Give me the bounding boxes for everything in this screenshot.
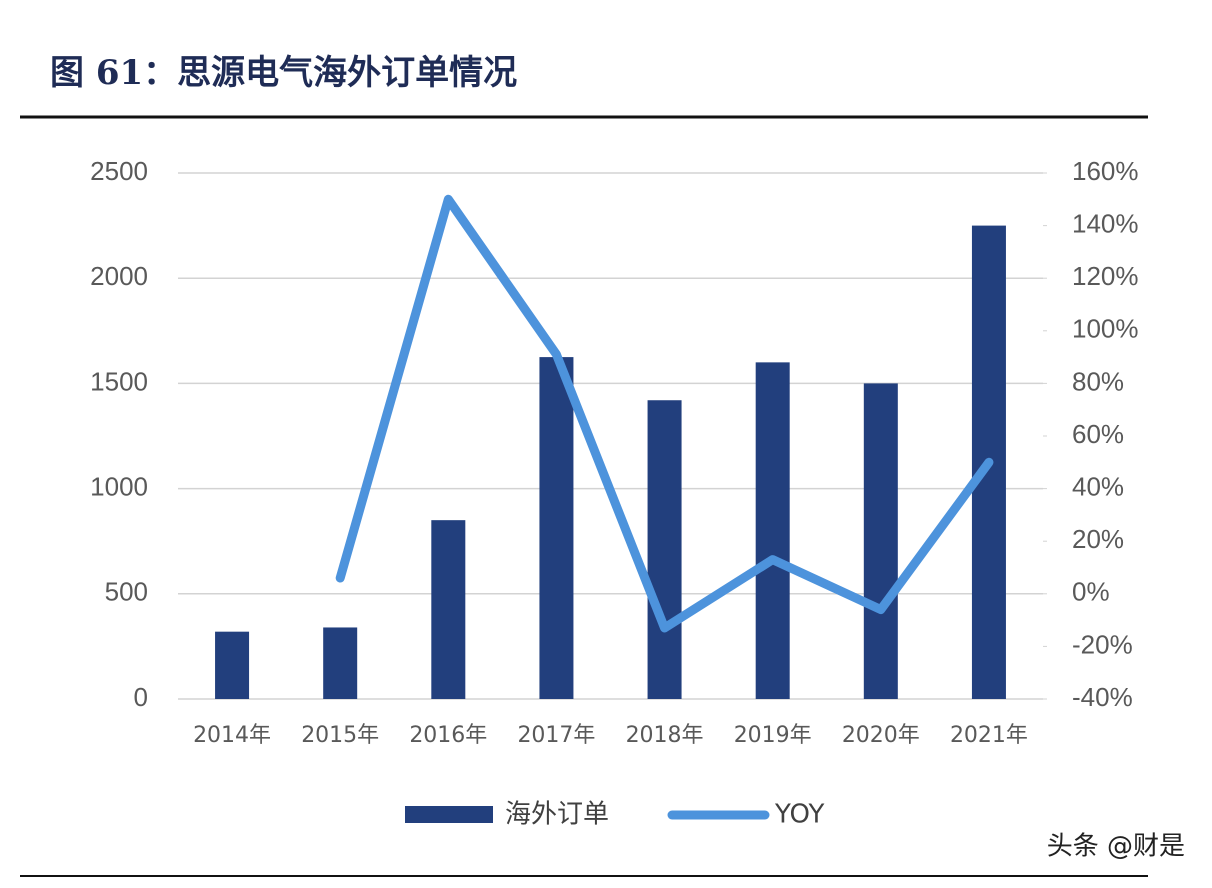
bar: [215, 631, 250, 699]
y-tick-label: 2000: [90, 261, 148, 291]
x-tick-label: 2014年: [193, 723, 271, 748]
chart-title: 图 61：思源电气海外订单情况: [50, 53, 517, 93]
y-tick-label: 1000: [90, 471, 148, 501]
y2-tick-label: 40%: [1072, 471, 1124, 501]
x-tick-label: 2016年: [409, 723, 487, 748]
legend-label: 海外订单: [505, 800, 609, 830]
y-tick-label: 1500: [90, 366, 148, 396]
legend-swatch: [405, 806, 493, 823]
y-tick-label: 2500: [90, 156, 148, 186]
y2-tick-label: 20%: [1072, 524, 1124, 554]
y2-tick-label: 100%: [1072, 314, 1139, 344]
bar: [431, 520, 466, 699]
y2-tick-label: 160%: [1072, 156, 1139, 186]
y2-tick-label: 60%: [1072, 419, 1124, 449]
y2-tick-label: 120%: [1072, 261, 1139, 291]
x-tick-label: 2020年: [842, 723, 920, 748]
y2-tick-label: 0%: [1072, 577, 1110, 607]
y-tick-label: 0: [134, 682, 148, 712]
y2-tick-label: 140%: [1072, 208, 1139, 238]
x-tick-label: 2018年: [626, 723, 704, 748]
watermark: 头条 @财是: [1047, 832, 1185, 862]
y2-tick-label: -20%: [1072, 629, 1133, 659]
x-tick-label: 2017年: [517, 723, 595, 748]
bar: [539, 357, 574, 699]
x-tick-label: 2019年: [734, 723, 812, 748]
bar: [863, 383, 898, 699]
bar: [755, 362, 790, 699]
y2-tick-label: -40%: [1072, 682, 1133, 712]
legend-label: YOY: [774, 800, 825, 830]
x-tick-label: 2021年: [950, 723, 1028, 748]
line: [335, 194, 994, 633]
x-tick-label: 2015年: [301, 723, 379, 748]
y2-tick-label: 80%: [1072, 366, 1124, 396]
bar: [647, 400, 682, 699]
bar: [323, 627, 358, 699]
y-tick-label: 500: [105, 577, 148, 607]
